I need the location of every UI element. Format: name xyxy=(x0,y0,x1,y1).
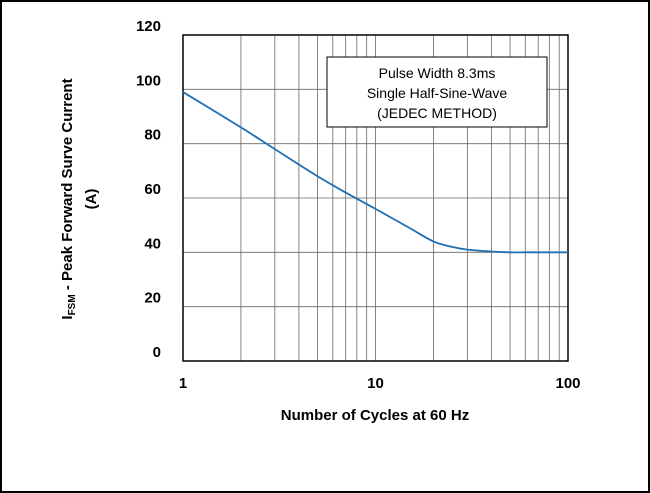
y-tick-label: 0 xyxy=(153,344,161,361)
x-axis-label: Number of Cycles at 60 Hz xyxy=(281,407,469,424)
y-axis-label: IFSM - Peak Forward Surve Current (A) xyxy=(59,78,100,319)
annotation-line-1: Pulse Width 8.3ms xyxy=(379,65,496,81)
y-axis-label-main: I xyxy=(59,315,76,319)
y-axis-label-sub: FSM xyxy=(67,294,78,315)
x-tick-labels: 1 10 100 xyxy=(179,375,581,392)
annotation-line-2: Single Half-Sine-Wave xyxy=(367,85,508,101)
annotation-line-3: (JEDEC METHOD) xyxy=(377,105,497,121)
annotation-background xyxy=(326,56,548,128)
annotation-box: Pulse Width 8.3ms Single Half-Sine-Wave … xyxy=(326,56,548,128)
x-tick-label: 10 xyxy=(367,375,384,392)
y-tick-label: 120 xyxy=(136,18,161,35)
y-tick-label: 80 xyxy=(144,127,161,144)
series-layer xyxy=(182,91,568,254)
y-tick-label: 20 xyxy=(144,290,161,307)
plot-area xyxy=(182,34,569,362)
y-tick-label: 60 xyxy=(144,181,161,198)
y-axis-label-line2: (A) xyxy=(83,189,100,210)
series-line xyxy=(182,91,568,254)
y-tick-label: 40 xyxy=(144,235,161,252)
x-tick-label: 100 xyxy=(555,375,580,392)
y-axis-label-rest: - Peak Forward Surve Current xyxy=(59,78,76,294)
y-tick-labels: 0 20 40 60 80 100 120 xyxy=(136,18,161,361)
y-tick-label: 100 xyxy=(136,72,161,89)
svg-text:IFSM - Peak Forward Surve Curr: IFSM - Peak Forward Surve Current xyxy=(59,78,78,319)
x-tick-label: 1 xyxy=(179,375,187,392)
